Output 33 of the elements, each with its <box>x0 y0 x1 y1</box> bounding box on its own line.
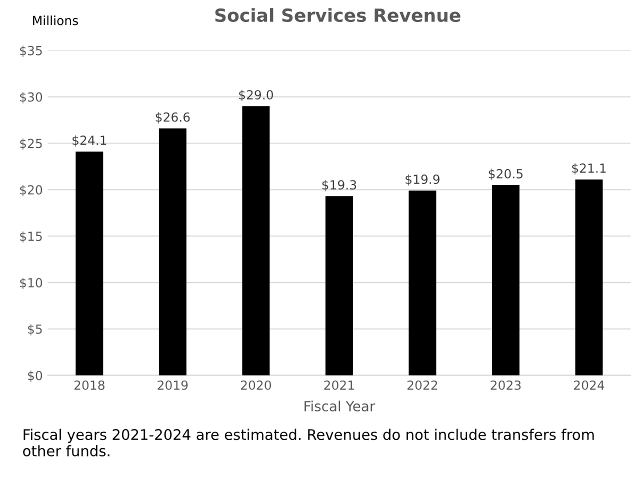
bar <box>242 106 270 376</box>
bar <box>325 196 353 376</box>
data-label: $24.1 <box>72 135 106 147</box>
bar <box>408 190 436 376</box>
y-axis-title: Millions <box>33 16 78 26</box>
bar <box>76 152 104 376</box>
bar <box>575 179 603 376</box>
x-axis-title: Fiscal Year <box>304 400 376 412</box>
x-tick-label: 2019 <box>158 380 188 390</box>
y-tick-label: $35 <box>20 46 42 57</box>
bar <box>158 128 186 376</box>
x-tick-label: 2022 <box>407 380 438 390</box>
x-tick-label: 2020 <box>240 380 272 390</box>
data-label: $29.0 <box>239 90 273 102</box>
y-tick-label: $10 <box>20 278 42 290</box>
y-tick-label: $0 <box>28 370 42 382</box>
chart-title: Social Services Revenue <box>215 8 460 22</box>
y-tick-label: $30 <box>20 92 42 104</box>
y-tick-label: $5 <box>28 324 42 336</box>
data-label: $21.1 <box>572 163 606 175</box>
y-tick-label: $15 <box>20 231 42 243</box>
x-tick-label: 2018 <box>74 380 104 390</box>
data-label: $19.3 <box>322 180 356 192</box>
data-label: $20.5 <box>488 168 523 180</box>
data-label: $19.9 <box>406 174 440 186</box>
bar <box>492 185 520 376</box>
y-tick-label: $20 <box>20 184 42 196</box>
x-tick-label: 2021 <box>324 380 354 390</box>
data-label: $26.6 <box>156 112 190 124</box>
text: Fiscal years 2021-2024 are estimated. Revenues do not include transfers from other funds. <box>23 428 594 456</box>
x-tick-label: 2024 <box>574 380 604 390</box>
y-tick-label: $25 <box>20 138 42 150</box>
x-tick-label: 2023 <box>490 380 521 390</box>
